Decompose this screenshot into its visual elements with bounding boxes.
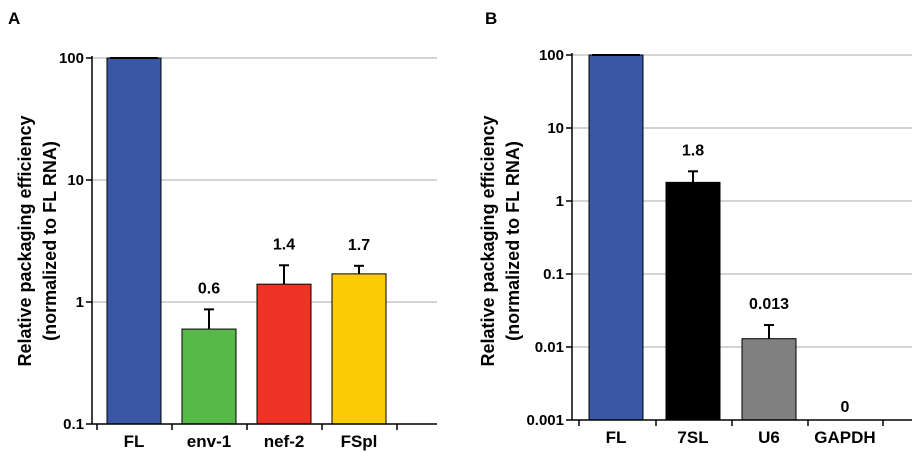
category-label: nef-2 [264, 432, 305, 451]
y-tick-label: 0.1 [543, 266, 564, 283]
category-label: FL [124, 432, 145, 451]
bar-env-1 [181, 328, 237, 425]
panel-letter: A [8, 9, 20, 28]
category-label: GAPDH [814, 428, 875, 447]
bar-7sl [665, 181, 721, 421]
category-label: FL [606, 428, 627, 447]
y-tick-label: 100 [539, 47, 564, 64]
data-label: 0.013 [749, 296, 789, 313]
data-label: 1.8 [682, 142, 704, 159]
bar-fspl [331, 273, 387, 425]
data-label: 0.6 [198, 280, 220, 297]
y-axis-title-line2: (normalized to FL RNA) [40, 141, 60, 341]
y-tick-label: 0.001 [526, 412, 564, 429]
category-label: 7SL [677, 428, 708, 447]
panel-b: B 0.001 0.01 0.1 1 10 100 FL 1.8 7SL 0.013 U6 0 GAPDH… [478, 9, 912, 447]
bar-u6 [741, 338, 797, 421]
category-label: U6 [758, 428, 780, 447]
y-tick-label: 100 [59, 50, 84, 67]
y-tick-label: 10 [547, 120, 564, 137]
y-tick-label: 0.01 [535, 339, 564, 356]
bar-fl [588, 54, 644, 421]
category-label: FSpl [341, 432, 378, 451]
y-tick-label: 0.1 [63, 416, 84, 433]
data-label: 0 [841, 399, 850, 416]
data-label: 1.4 [273, 236, 295, 253]
panel-a: A 0.1 1 10 100 FL 0.6 env-1 1.4 nef-2 1.7 FSpl Relat… [8, 9, 437, 451]
panel-letter: B [485, 9, 497, 28]
bar-nef-2 [256, 283, 312, 425]
y-tick-label: 1 [556, 193, 564, 210]
data-label: 1.7 [348, 237, 370, 254]
y-axis-title: Relative packaging efficiency [15, 115, 35, 366]
y-axis-title: Relative packaging efficiency [478, 115, 498, 366]
y-tick-label: 1 [76, 294, 84, 311]
bar-fl [106, 57, 162, 425]
category-label: env-1 [187, 432, 231, 451]
y-axis-title-line2: (normalized to FL RNA) [503, 141, 523, 341]
y-tick-label: 10 [67, 172, 84, 189]
